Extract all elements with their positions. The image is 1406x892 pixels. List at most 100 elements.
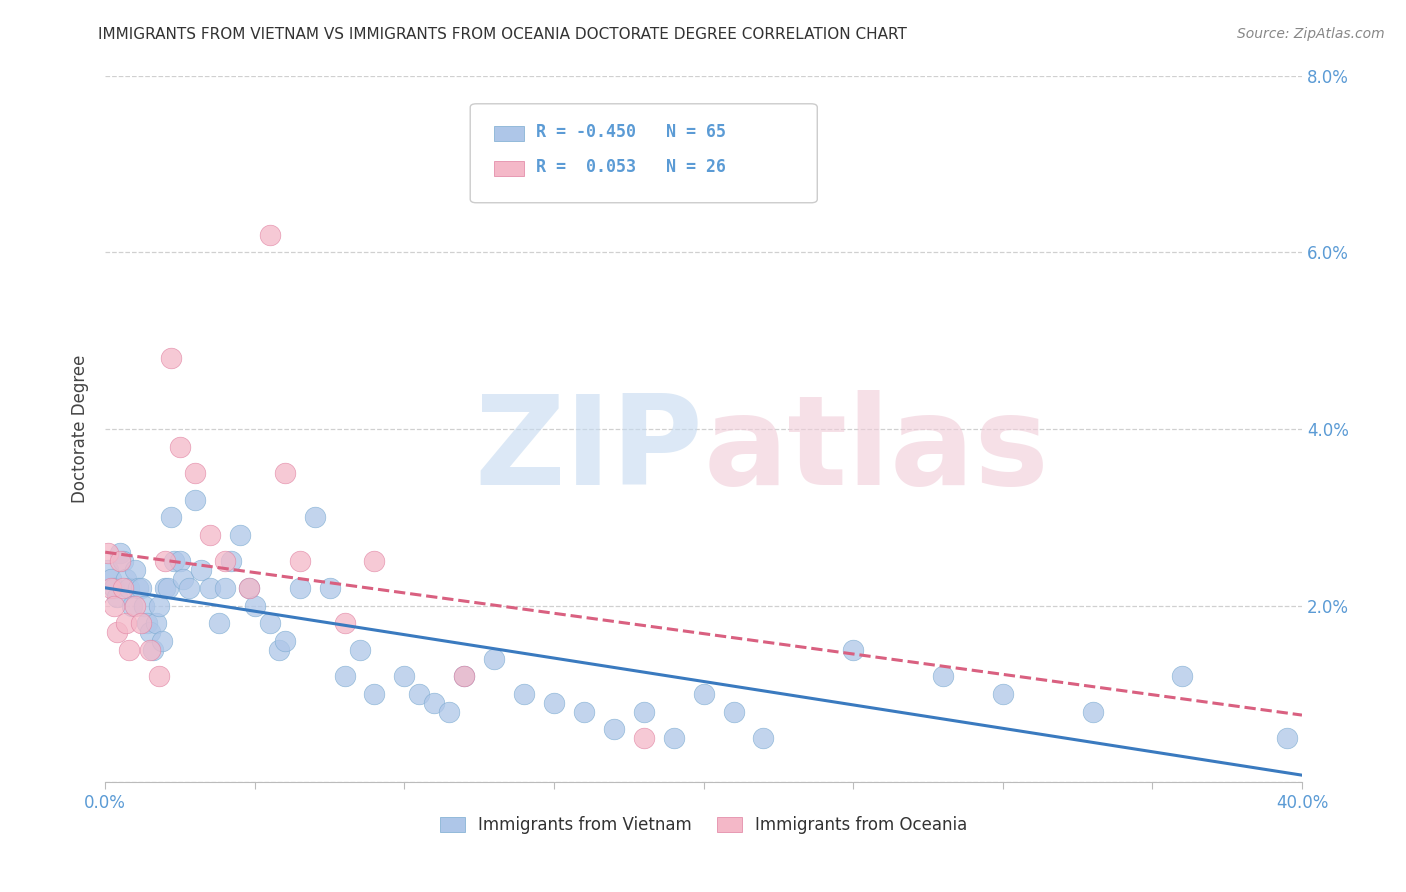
Point [543,696,565,710]
Point [136,616,159,631]
Point [1081,705,1104,719]
Point [408,687,430,701]
Point [288,554,311,568]
Point [160,351,183,366]
Point [100,572,122,586]
Point [145,616,167,631]
Point [115,616,138,631]
Point [148,599,170,613]
Point [288,581,311,595]
Point [363,687,385,701]
Point [662,731,685,746]
Point [274,466,297,480]
Point [103,599,125,613]
Point [127,581,149,595]
Text: Source: ZipAtlas.com: Source: ZipAtlas.com [1237,27,1385,41]
Point [208,616,231,631]
Point [633,731,655,746]
Point [157,581,180,595]
Point [229,528,252,542]
Point [238,581,260,595]
Text: atlas: atlas [703,390,1049,510]
Point [692,687,714,701]
Point [190,563,212,577]
Point [142,642,165,657]
Point [177,581,200,595]
Point [842,642,865,657]
Point [932,669,955,683]
Point [219,554,242,568]
Point [184,492,207,507]
Point [318,581,340,595]
Point [723,705,745,719]
Point [423,696,446,710]
Point [105,625,128,640]
Point [238,581,260,595]
Point [163,554,186,568]
Point [129,616,152,631]
Point [118,642,141,657]
Point [150,634,173,648]
Point [274,634,297,648]
Point [333,616,356,631]
Point [153,554,176,568]
Bar [494,161,524,177]
Point [129,581,152,595]
Point [633,705,655,719]
Point [97,546,120,560]
Point [394,669,416,683]
Point [172,572,194,586]
Point [160,510,183,524]
Point [439,705,461,719]
Point [169,440,191,454]
Point [453,669,475,683]
Point [100,581,122,595]
Point [108,554,131,568]
Point [603,723,626,737]
Point [214,581,236,595]
Point [184,466,207,480]
Point [105,590,128,604]
Point [752,731,775,746]
Point [124,599,146,613]
Point [453,669,475,683]
Point [259,227,281,242]
Point [118,581,141,595]
Point [112,554,135,568]
Text: R =  0.053   N = 26: R = 0.053 N = 26 [536,159,725,177]
FancyBboxPatch shape [470,103,817,202]
Point [115,572,138,586]
Point [198,581,221,595]
Point [1171,669,1194,683]
Point [259,616,281,631]
Text: R = -0.450   N = 65: R = -0.450 N = 65 [536,123,725,141]
Point [1275,731,1298,746]
Point [363,554,385,568]
Point [121,599,143,613]
Point [169,554,191,568]
Text: IMMIGRANTS FROM VIETNAM VS IMMIGRANTS FROM OCEANIA DOCTORATE DEGREE CORRELATION : IMMIGRANTS FROM VIETNAM VS IMMIGRANTS FR… [98,27,907,42]
Point [214,554,236,568]
Point [139,642,162,657]
Point [148,669,170,683]
Point [572,705,595,719]
Point [97,563,120,577]
Point [108,546,131,560]
Point [243,599,266,613]
Point [333,669,356,683]
Y-axis label: Doctorate Degree: Doctorate Degree [72,355,89,503]
Point [349,642,371,657]
Text: ZIP: ZIP [475,390,703,510]
Point [198,528,221,542]
Point [267,642,290,657]
Legend: Immigrants from Vietnam, Immigrants from Oceania: Immigrants from Vietnam, Immigrants from… [440,816,967,834]
Bar [494,126,524,141]
Point [124,563,146,577]
Point [112,581,135,595]
Point [513,687,536,701]
Point [304,510,326,524]
Point [139,625,162,640]
Point [482,651,505,665]
Point [132,599,155,613]
Point [991,687,1014,701]
